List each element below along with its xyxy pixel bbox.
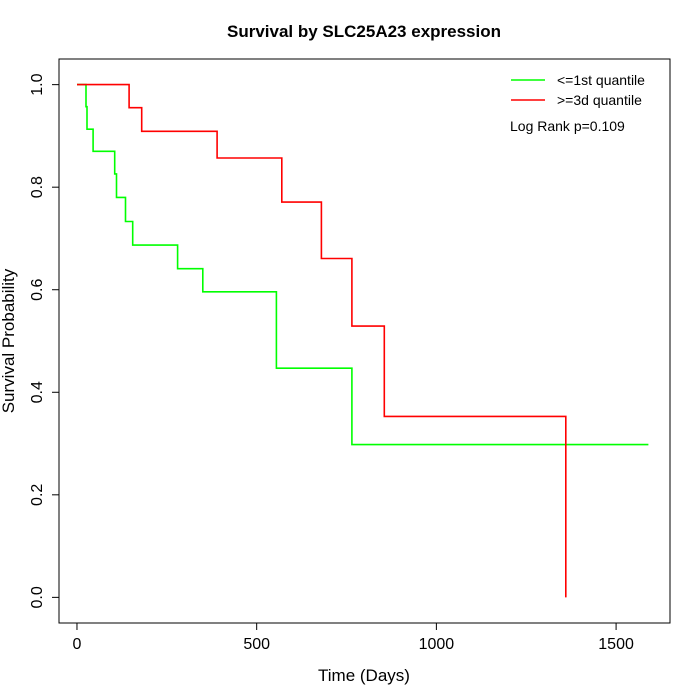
plot-frame: [58, 58, 671, 624]
y-axis-label: Survival Probability: [0, 268, 18, 413]
y-axis: 0.0 0.2 0.4 0.6 0.8 1.0: [29, 73, 60, 608]
y-tick-label: 1.0: [29, 73, 46, 95]
x-tick-label: 0: [73, 636, 82, 653]
series-line-1: [77, 83, 649, 446]
x-tick-label: 1000: [419, 636, 455, 653]
y-tick-label: 0.4: [29, 381, 46, 403]
legend-label: <=1st quantile: [557, 72, 645, 88]
legend-label: >=3d quantile: [557, 92, 642, 108]
x-axis: 0 500 1000 1500: [73, 622, 634, 653]
series-line-2: [77, 83, 567, 598]
y-tick-label: 0.2: [29, 484, 46, 506]
y-tick-label: 0.8: [29, 176, 46, 198]
x-tick-label: 500: [243, 636, 270, 653]
x-tick-label: 1500: [598, 636, 634, 653]
legend: <=1st quantile >=3d quantile: [511, 72, 645, 108]
y-tick-label: 0.6: [29, 279, 46, 301]
y-tick-label: 0.0: [29, 586, 46, 608]
x-axis-label: Time (Days): [318, 666, 410, 685]
chart-title: Survival by SLC25A23 expression: [227, 22, 501, 41]
log-rank-annotation: Log Rank p=0.109: [510, 118, 625, 134]
series-layer: [77, 83, 649, 598]
